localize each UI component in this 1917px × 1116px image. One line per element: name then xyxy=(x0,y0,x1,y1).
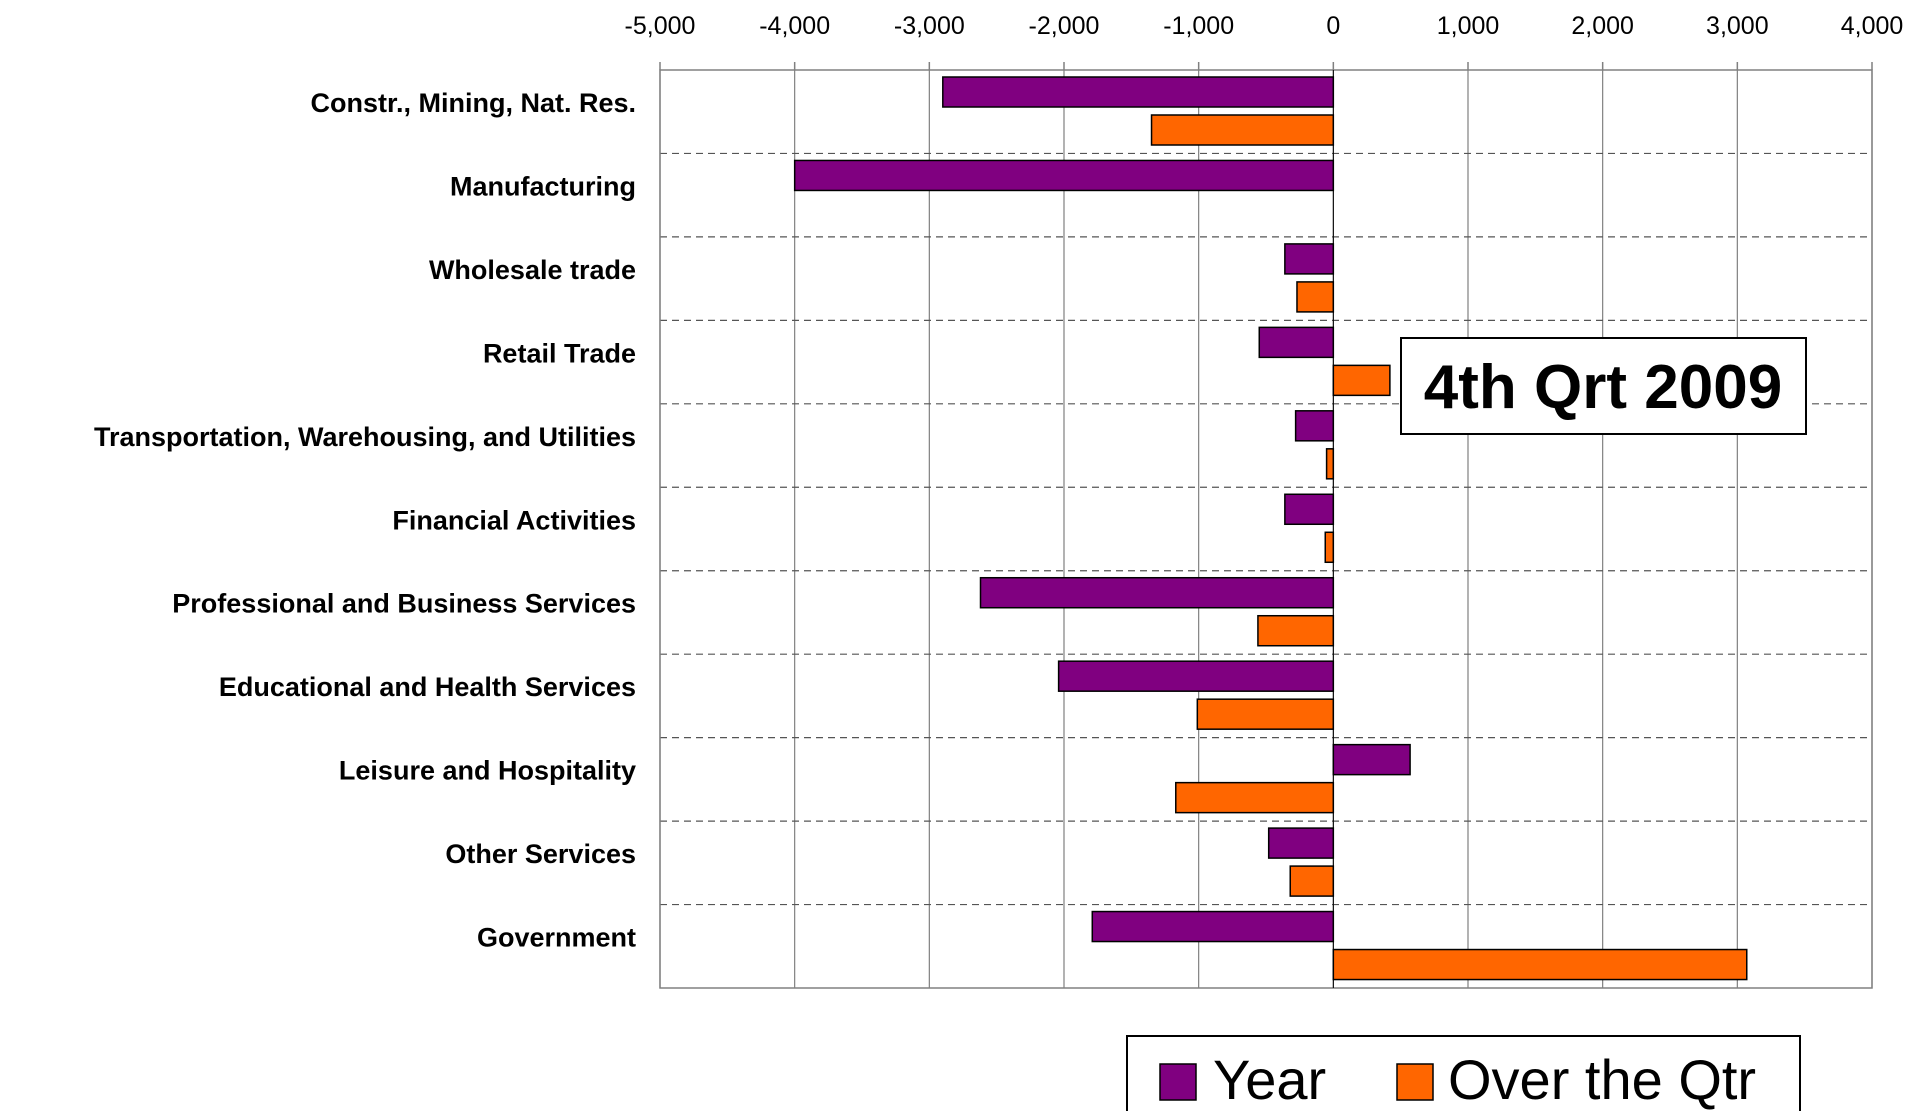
bar-quarter xyxy=(1324,531,1335,564)
x-tick-label: -1,000 xyxy=(1163,12,1234,40)
bar-quarter xyxy=(1289,865,1335,897)
x-tick-label: -3,000 xyxy=(894,12,965,40)
bar-year xyxy=(1294,410,1335,442)
gridlines xyxy=(659,70,1873,988)
bar-quarter xyxy=(1175,781,1335,814)
bar-quarter xyxy=(1257,614,1335,647)
legend-swatch-quarter xyxy=(1396,1063,1434,1101)
bar-year xyxy=(1267,827,1335,859)
x-tick-label: 2,000 xyxy=(1571,12,1634,40)
x-tick-label: 0 xyxy=(1326,12,1340,40)
category-label: Other Services xyxy=(445,839,636,869)
legend-label-quarter: Over the Qtr xyxy=(1448,1048,1756,1111)
category-label: Educational and Health Services xyxy=(219,672,636,702)
category-label: Wholesale trade xyxy=(429,255,636,285)
annotation-box: 4th Qrt 2009 xyxy=(1400,337,1807,435)
category-label: Leisure and Hospitality xyxy=(339,756,636,786)
bar-quarter xyxy=(1332,364,1391,397)
x-tick-label: -2,000 xyxy=(1029,12,1100,40)
category-label: Manufacturing xyxy=(450,171,636,201)
bar-year xyxy=(979,576,1335,609)
legend-label-year: Year xyxy=(1213,1048,1326,1111)
bar-year xyxy=(1091,910,1335,943)
bars xyxy=(793,70,1748,988)
bar-year xyxy=(1284,493,1335,526)
category-labels: Constr., Mining, Nat. Res. Manufacturing W… xyxy=(94,88,636,953)
legend-swatch-year xyxy=(1159,1063,1197,1101)
bar-year xyxy=(1258,326,1335,359)
bar-quarter xyxy=(1332,948,1748,981)
legend: Year Over the Qtr xyxy=(1126,1035,1801,1116)
x-axis-ticks: -5,000 -4,000 -3,000 -2,000 -1,000 0 1,000 2,00… xyxy=(625,12,1904,70)
bar-year xyxy=(793,159,1335,192)
x-tick-label: -5,000 xyxy=(625,12,696,40)
x-tick-label: 1,000 xyxy=(1437,12,1500,40)
x-tick-label: -4,000 xyxy=(759,12,830,40)
annotation-text: 4th Qrt 2009 xyxy=(1424,353,1782,422)
category-label: Financial Activities xyxy=(392,505,636,535)
category-label: Retail Trade xyxy=(483,338,636,368)
bar-quarter xyxy=(1196,698,1335,730)
category-label: Government xyxy=(477,923,636,953)
category-label: Professional and Business Services xyxy=(172,589,636,619)
category-label: Transportation, Warehousing, and Utiliti… xyxy=(94,422,636,452)
bar-quarter xyxy=(1325,448,1335,480)
annotation-frame xyxy=(1400,337,1807,435)
x-tick-label: 3,000 xyxy=(1706,12,1769,40)
bar-quarter xyxy=(1296,281,1335,313)
legend-frame xyxy=(1126,1035,1801,1116)
bar-year xyxy=(1057,660,1335,692)
bar-year xyxy=(942,76,1335,108)
bar-quarter xyxy=(1150,114,1335,146)
bar-year xyxy=(1284,243,1335,275)
x-tick-label: 4,000 xyxy=(1841,12,1904,40)
bar-year xyxy=(1332,743,1411,776)
category-label: Constr., Mining, Nat. Res. xyxy=(310,88,636,118)
plot-area-frame xyxy=(659,69,1873,989)
